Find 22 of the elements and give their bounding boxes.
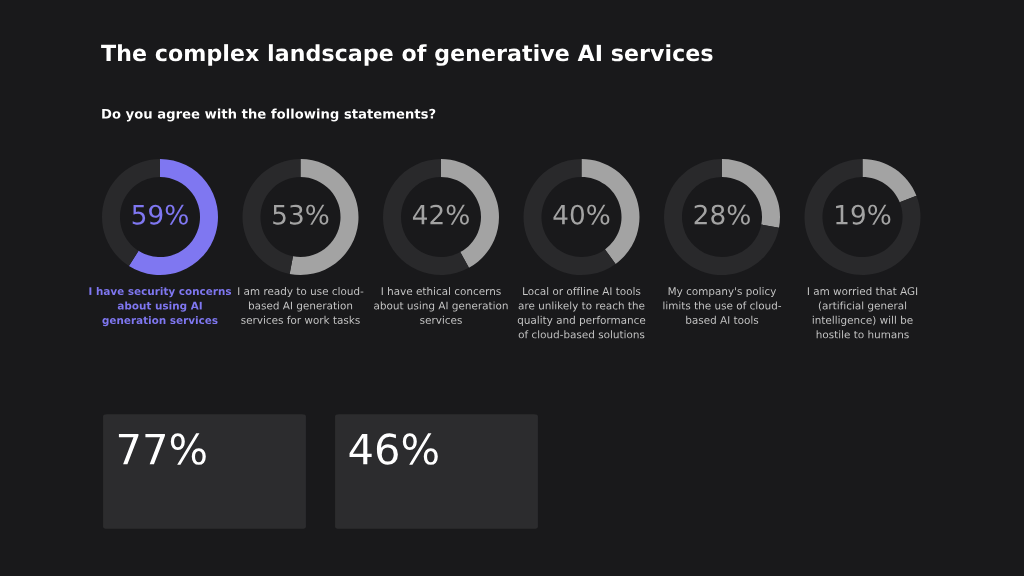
text: Do you agree with the following statements? <box>102 108 436 122</box>
text: I have security concerns about using AI generation services <box>89 287 232 327</box>
donut-slice <box>523 159 616 275</box>
text: 77% <box>118 433 206 465</box>
donut-slice <box>862 159 917 203</box>
text: I am ready to use cloud- based AI generation services for work tasks <box>238 287 364 324</box>
donut-slice <box>128 159 218 275</box>
text: 19% <box>836 204 891 225</box>
donut-slice <box>804 159 921 275</box>
text: I have ethical concerns about using AI generation services <box>374 287 508 324</box>
text: My company's policy limits the use of cloud- based AI tools <box>663 287 782 324</box>
text: The complex landscape of generative AI services <box>101 44 713 66</box>
text: 59% <box>132 204 188 225</box>
donut-slice <box>664 159 779 275</box>
text: 53% <box>273 204 329 225</box>
text: I am worried that AGI (artificial general intelligence) will be hostile to humans <box>807 287 918 339</box>
text: 46% <box>349 433 438 465</box>
text: 40% <box>553 204 610 225</box>
text: 28% <box>694 204 750 225</box>
text: 42% <box>412 204 469 225</box>
donut-slice <box>383 159 469 275</box>
text: Local or offline AI tools are unlikely to reach the quality and performance of cloud-based solutions <box>517 287 646 339</box>
